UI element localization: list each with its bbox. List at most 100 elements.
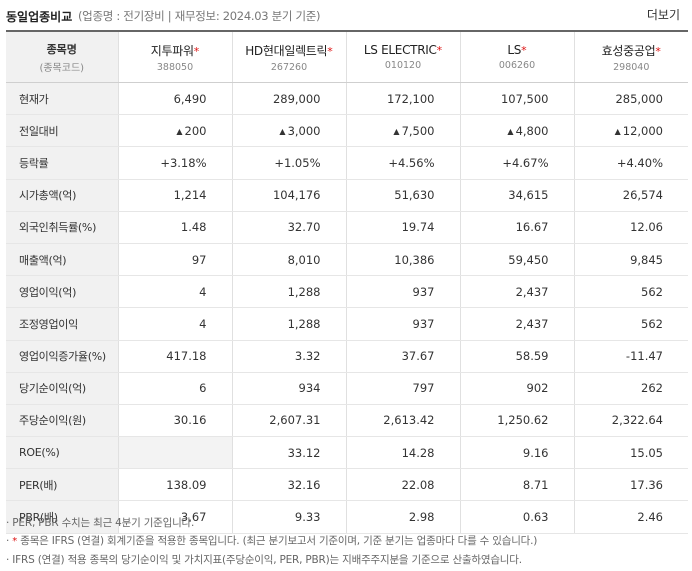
cell-value: 2,437 [459,275,574,309]
company-name-link[interactable]: LS [507,43,522,57]
cell-value: 937 [345,307,460,341]
cell-value: 1.48 [117,211,232,244]
cell-value: 26,574 [573,179,688,212]
table-row: 매출액(억) 97 8,010 10,386 59,450 9,845 [6,243,688,277]
company-name-link[interactable]: HD현대일렉트릭 [245,43,328,58]
footnotes: · PER, PBR 수치는 최근 4분기 기준입니다. · * 종목은 IFR… [6,514,537,569]
row-label: 당기순이익(억) [6,372,119,405]
company-header[interactable]: HD현대일렉트릭* 267260 [231,30,346,83]
company-header[interactable]: LS* 006260 [459,30,574,83]
table-row: 시가총액(억) 1,214 104,176 51,630 34,615 26,5… [6,179,688,212]
company-header[interactable]: 지투파워* 388050 [117,30,232,83]
cell-value: 934 [231,372,346,405]
table-row: 당기순이익(억) 6 934 797 902 262 [6,372,688,405]
change-value: 12,000 [622,123,663,138]
row-label: 매출액(억) [6,243,119,277]
table-row: 현재가 6,490 289,000 172,100 107,500 285,00… [6,82,688,116]
empty-cell [117,436,232,470]
up-triangle-icon: ▲ [614,126,621,136]
company-code: 006260 [498,60,536,71]
table-row: PER(배) 138.09 32.16 22.08 8.71 17.36 [6,468,688,502]
company-code: 010120 [384,60,422,71]
rate-cell: +4.67% [459,146,574,180]
cell-value: 3.67 [117,500,232,534]
row-label: PER(배) [6,468,119,502]
cell-value: 562 [573,275,688,309]
cell-value: 104,176 [231,179,346,212]
change-value: 3,000 [287,123,321,138]
rate-cell: +3.18% [117,146,232,180]
cell-value: 9.16 [459,436,574,470]
cell-value: 1,214 [117,179,232,212]
company-code: 267260 [270,61,308,73]
cell-value: 34,615 [459,179,574,212]
label-column-header: 종목명 (종목코드) [6,30,119,83]
cell-value: 0.63 [459,500,574,534]
table-row: 외국인취득률(%) 1.48 32.70 19.74 16.67 12.06 [6,211,688,244]
table-row: 영업이익(억) 4 1,288 937 2,437 562 [6,275,688,309]
rate-cell: +4.56% [345,146,460,180]
company-name-link[interactable]: 효성중공업 [601,43,656,58]
up-triangle-icon: ▲ [176,126,183,136]
cell-value: 17.36 [573,468,688,502]
row-label: 전일대비 [6,114,119,148]
cell-value: 97 [117,243,232,277]
row-label: 주당순이익(원) [6,404,119,438]
bullet: · [6,554,10,566]
cell-value: 562 [573,307,688,341]
footnote: · PER, PBR 수치는 최근 4분기 기준입니다. [6,514,537,532]
cell-value: 51,630 [345,179,460,212]
section-subtitle: (업종명 : 전기장비 | 재무정보: 2024.03 분기 기준) [78,9,321,23]
cell-value: 32.70 [231,211,346,244]
section-title: 동일업종비교 [6,10,73,24]
cell-value: 58.59 [459,340,574,373]
cell-value: 1,288 [231,275,346,309]
cell-value: 30.16 [117,404,232,438]
company-name-link[interactable]: 지투파워 [150,43,194,58]
cell-value: 59,450 [459,243,574,277]
up-triangle-icon: ▲ [393,126,400,136]
change-cell: ▲ 3,000 [231,114,346,148]
table-row: 전일대비 ▲ 200 ▲ 3,000 ▲ 7,500 ▲ 4,800 ▲ 12,000 [6,114,688,148]
rate-cell: +1.05% [231,146,346,180]
cell-value: 3.32 [231,340,346,373]
rate-cell: +4.40% [573,146,688,180]
cell-value: 797 [345,372,460,405]
row-label: 시가총액(억) [6,179,119,212]
ifrs-star: * [327,44,333,58]
cell-value: 9,845 [573,243,688,277]
cell-value: 2,437 [459,307,574,341]
cell-value: 6,490 [117,82,232,116]
more-link[interactable]: 더보기 [646,8,680,22]
cell-value: 1,288 [231,307,346,341]
table-row: 조정영업이익 4 1,288 937 2,437 562 [6,307,688,341]
ifrs-star: * [436,44,443,57]
cell-value: 262 [573,372,688,405]
cell-value: 107,500 [459,82,574,116]
company-header[interactable]: LS ELECTRIC* 010120 [345,30,460,83]
ifrs-star: * [655,44,661,58]
cell-value: 2.98 [345,500,460,534]
cell-value: 8.71 [459,468,574,502]
cell-value: 285,000 [573,82,688,116]
change-value: 4,800 [515,123,549,138]
cell-value: 902 [459,372,574,405]
cell-value: 937 [345,275,460,309]
row-label: 영업이익증가율(%) [6,340,119,373]
table-row: 영업이익증가율(%) 417.18 3.32 37.67 58.59 -11.4… [6,340,688,373]
company-header[interactable]: 효성중공업* 298040 [573,30,688,83]
company-code: 388050 [156,61,194,73]
cell-value: 16.67 [459,211,574,244]
footnote-text: IFRS (연결) 적용 종목의 당기순이익 및 가치지표(주당순이익, PER… [12,554,522,566]
cell-value: 2,613.42 [345,404,460,438]
company-name-link[interactable]: LS ELECTRIC [363,43,437,57]
cell-value: 4 [117,307,232,341]
cell-value: 9.33 [231,500,346,534]
table-row: 등락률 +3.18% +1.05% +4.56% +4.67% +4.40% [6,146,688,180]
cell-value: 15.05 [573,436,688,470]
bullet: · [6,517,10,529]
cell-value: 12.06 [573,211,688,244]
cell-value: 4 [117,275,232,309]
table-row: ROE(%) 33.12 14.28 9.16 15.05 [6,436,688,470]
footnote: · IFRS (연결) 적용 종목의 당기순이익 및 가치지표(주당순이익, P… [6,551,537,569]
